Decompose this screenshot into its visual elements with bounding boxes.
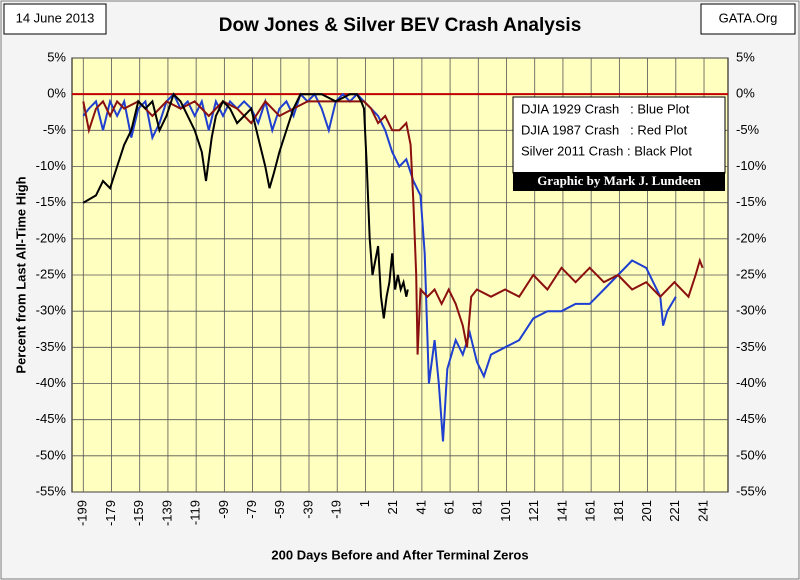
y-axis-label: Percent from Last All-Time High — [13, 176, 28, 373]
x-tick-label: -199 — [75, 500, 90, 526]
y-tick-label: -10% — [36, 158, 67, 173]
x-tick-label: -19 — [329, 500, 344, 519]
series-line — [82, 92, 409, 319]
y-tick-label: -45% — [36, 411, 67, 426]
chart-title: Dow Jones & Silver BEV Crash Analysis — [219, 15, 582, 36]
legend-entry: DJIA 1987 Crash : Red Plot — [521, 122, 688, 137]
source: GATA.Org — [719, 10, 778, 25]
date-box — [3, 3, 107, 35]
y-tick-label: -25% — [36, 266, 67, 281]
y2-tick-label: -55% — [736, 483, 767, 498]
y2-tick-label: -30% — [736, 303, 767, 318]
x-tick-label: -59 — [272, 500, 287, 519]
x-tick-label: 121 — [526, 500, 541, 522]
y-tick-label: -40% — [36, 375, 67, 390]
x-tick-label: 201 — [639, 500, 654, 522]
y-tick-label: -20% — [36, 230, 67, 245]
x-tick-label: 101 — [498, 500, 513, 522]
x-tick-label: 221 — [667, 500, 682, 522]
credit: Graphic by Mark J. Lundeen — [537, 173, 701, 188]
x-axis-label: 200 Days Before and After Terminal Zeros — [271, 547, 528, 562]
y2-tick-label: 5% — [736, 49, 755, 64]
y2-tick-label: -50% — [736, 447, 767, 462]
y2-tick-label: -40% — [736, 375, 767, 390]
y-tick-label: -50% — [36, 447, 67, 462]
y2-tick-label: -45% — [736, 411, 767, 426]
y-tick-label: 0% — [47, 86, 66, 101]
source-box — [700, 3, 796, 35]
x-tick-label: -99 — [216, 500, 231, 519]
x-tick-label: 61 — [442, 500, 457, 514]
x-tick-label: -159 — [131, 500, 146, 526]
legend-entry: DJIA 1929 Crash : Blue Plot — [521, 101, 690, 116]
y2-tick-label: 0% — [736, 86, 755, 101]
legend-box — [512, 96, 726, 174]
y2-tick-label: -5% — [736, 122, 760, 137]
x-tick-label: 181 — [611, 500, 626, 522]
y-tick-label: -55% — [36, 483, 67, 498]
y2-tick-label: -35% — [736, 339, 767, 354]
x-tick-label: 141 — [554, 500, 569, 522]
x-tick-label: 81 — [470, 500, 485, 514]
y-tick-label: -5% — [43, 122, 67, 137]
x-tick-label: -119 — [188, 500, 203, 525]
y-tick-label: -30% — [36, 303, 67, 318]
date: 14 June 2013 — [16, 10, 95, 25]
x-tick-label: -139 — [159, 500, 174, 526]
series-line — [82, 99, 704, 355]
x-tick-label: -79 — [244, 500, 259, 519]
y2-tick-label: -20% — [736, 230, 767, 245]
y2-tick-label: -25% — [736, 266, 767, 281]
y-tick-label: 5% — [47, 49, 66, 64]
x-tick-label: -39 — [300, 500, 315, 519]
x-tick-label: 161 — [583, 500, 598, 522]
credit-box — [513, 172, 725, 191]
y2-tick-label: -10% — [736, 158, 767, 173]
y-tick-label: -35% — [36, 339, 67, 354]
x-tick-label: 241 — [695, 500, 710, 522]
x-tick-label: 21 — [385, 500, 400, 514]
x-tick-label: 41 — [413, 500, 428, 514]
y2-tick-label: -15% — [736, 194, 767, 209]
x-tick-label: 1 — [357, 500, 372, 507]
x-tick-label: -179 — [103, 500, 118, 526]
legend-entry: Silver 2011 Crash : Black Plot — [521, 143, 692, 158]
y-tick-label: -15% — [36, 194, 67, 209]
